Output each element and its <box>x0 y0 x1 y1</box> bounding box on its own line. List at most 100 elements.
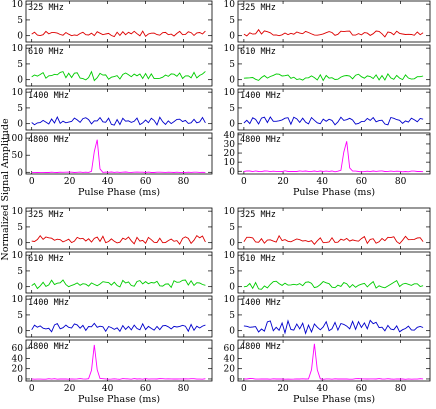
y-tick-label: 5 <box>17 311 23 321</box>
x-tick-label: 80 <box>395 384 407 394</box>
y-tick-label: 40 <box>224 354 236 364</box>
y-tick-label: 5 <box>229 60 235 70</box>
panel-frame <box>237 207 431 250</box>
y-tick-label: 10 <box>224 88 236 98</box>
x-tick-label: 20 <box>64 384 76 394</box>
x-tick-label: 60 <box>140 384 152 394</box>
panel-label: 325 MHz <box>240 3 276 13</box>
panel-label: 4800 MHz <box>240 342 281 352</box>
x-tick-label: 20 <box>277 177 289 187</box>
panel-325-mhz: 0 5 10 325 MHz <box>12 0 213 43</box>
y-tick-label: 10 <box>224 207 236 217</box>
panel-1400-mhz: 0 5 10 1400 MHz <box>12 88 213 131</box>
series-line-610-mhz <box>31 70 206 82</box>
y-tick-label: 0 <box>17 375 23 385</box>
series-line-1400-mhz <box>31 116 206 126</box>
y-tick-label: 0 <box>229 167 235 177</box>
panel-label: 610 MHz <box>28 254 64 264</box>
panel-frame <box>25 207 213 250</box>
y-tick-label: 10 <box>12 0 24 10</box>
y-tick-label: 0 <box>229 32 235 42</box>
panel-frame <box>237 0 431 43</box>
panel-frame <box>25 295 213 338</box>
panel-frame <box>237 251 431 294</box>
panel-610-mhz: 0 5 10 610 MHz <box>224 44 431 87</box>
y-tick-label: 0 <box>229 327 235 337</box>
y-tick-label: 30 <box>224 140 236 150</box>
y-tick-label: 60 <box>12 344 24 354</box>
y-tick-label: 5 <box>229 223 235 233</box>
panel-1400-mhz: 0 5 10 1400 MHz <box>224 88 431 131</box>
y-tick-label: 5 <box>229 104 235 114</box>
panel-1400-mhz: 0 5 10 1400 MHz <box>224 295 431 338</box>
panel-label: 325 MHz <box>28 210 64 220</box>
y-tick-label: 10 <box>12 88 24 98</box>
panel-label: 325 MHz <box>28 3 64 13</box>
panel-frame <box>25 251 213 294</box>
series-line-4800-mhz <box>31 344 206 380</box>
panel-label: 4800 MHz <box>28 135 69 145</box>
y-tick-label: 0 <box>229 76 235 86</box>
series-line-1400-mhz <box>243 116 424 126</box>
panel-label: 1400 MHz <box>240 298 281 308</box>
y-tick-label: 20 <box>12 365 24 375</box>
y-tick-label: 5 <box>17 16 23 26</box>
y-tick-label: 10 <box>224 44 236 54</box>
x-tick-label: 80 <box>178 384 190 394</box>
series-line-325-mhz <box>31 30 206 38</box>
x-tick-label: 60 <box>356 384 368 394</box>
x-tick-label: 40 <box>317 177 329 187</box>
series-line-1400-mhz <box>243 319 424 335</box>
panel-frame <box>237 88 431 131</box>
panel-frame <box>237 339 431 382</box>
x-tick-label: 80 <box>395 177 407 187</box>
y-tick-label: 40 <box>224 131 236 141</box>
panel-frame <box>25 44 213 87</box>
y-tick-label: 10 <box>12 251 24 261</box>
panel-label: 610 MHz <box>28 47 64 57</box>
series-line-4800-mhz <box>243 343 424 380</box>
y-tick-label: 20 <box>224 149 236 159</box>
x-tick-label: 80 <box>178 177 190 187</box>
y-tick-label: 60 <box>224 344 236 354</box>
x-tick-label: 40 <box>102 384 114 394</box>
panel-1400-mhz: 0 5 10 1400 MHz <box>12 295 213 338</box>
y-tick-label: 0 <box>17 327 23 337</box>
x-tick-label: 60 <box>356 177 368 187</box>
series-line-325-mhz <box>243 28 424 38</box>
chart-quadrant-1: 0 5 10 325 MHz 0 5 10 610 MHz 0 5 10 1400 MHz 0 50 100… <box>6 0 213 198</box>
panel-label: 1400 MHz <box>240 91 281 101</box>
panel-610-mhz: 0 5 10 610 MHz <box>12 251 213 294</box>
y-tick-label: 0 <box>17 120 23 130</box>
y-tick-label: 5 <box>229 16 235 26</box>
y-tick-label: 0 <box>17 76 23 86</box>
x-tick-label: 0 <box>241 384 247 394</box>
series-line-610-mhz <box>31 279 206 290</box>
x-axis-title: Pulse Phase (ms) <box>293 394 375 405</box>
panel-label: 4800 MHz <box>240 135 281 145</box>
panel-610-mhz: 0 5 10 610 MHz <box>12 44 213 87</box>
panel-frame <box>237 132 431 175</box>
x-tick-label: 0 <box>241 177 247 187</box>
y-tick-label: 10 <box>12 207 24 217</box>
y-tick-label: 0 <box>17 168 23 178</box>
panel-4800-mhz: 0 50 100 4800 MHz <box>6 132 213 178</box>
x-tick-label: 20 <box>277 384 289 394</box>
x-tick-label: 0 <box>29 384 35 394</box>
panel-frame <box>237 44 431 87</box>
y-tick-label: 5 <box>17 60 23 70</box>
y-tick-label: 0 <box>229 120 235 130</box>
y-tick-label: 0 <box>17 239 23 249</box>
y-tick-label: 20 <box>224 365 236 375</box>
x-axis-title: Pulse Phase (ms) <box>78 394 160 405</box>
panel-frame <box>25 0 213 43</box>
y-tick-label: 10 <box>224 158 236 168</box>
series-line-325-mhz <box>243 234 424 246</box>
x-tick-label: 40 <box>317 384 329 394</box>
